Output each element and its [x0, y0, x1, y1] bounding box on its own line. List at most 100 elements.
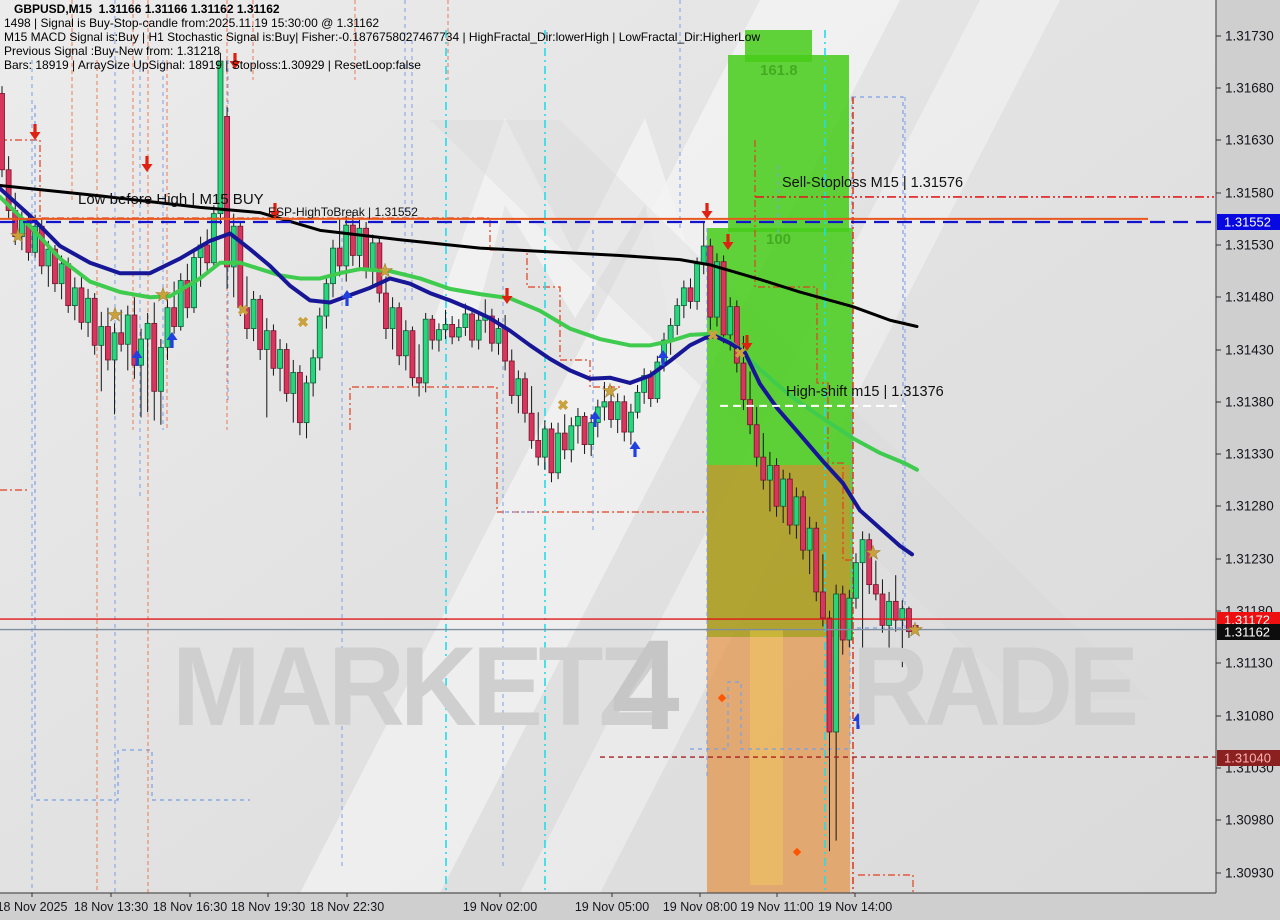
candle-body	[25, 219, 32, 253]
price-label: 1.31380	[1225, 395, 1274, 410]
price-axis[interactable]: 1.31730 1.31680 1.31630 1.31580 1.31530 1.314…	[1215, 0, 1280, 920]
price-label: 1.31580	[1225, 186, 1274, 201]
candle-body	[257, 298, 264, 350]
price-label: 1.31630	[1225, 133, 1274, 148]
candle-body	[296, 372, 303, 424]
candles-layer	[0, 52, 919, 852]
candle-body	[528, 412, 535, 441]
sell-arrow-icon	[269, 203, 281, 219]
breakout-marker-icon	[792, 847, 802, 857]
candle-body	[780, 478, 787, 507]
price-label: 1.30930	[1225, 866, 1274, 881]
candle-body	[654, 361, 661, 400]
sell-arrow-icon	[501, 288, 513, 304]
candle-body	[5, 169, 12, 211]
candle-body	[488, 315, 495, 344]
candle-body	[853, 562, 859, 599]
candle-body	[608, 401, 614, 420]
watermark-text-left: MARKETZ	[172, 624, 664, 749]
candle-body	[316, 315, 323, 359]
buy-arrow-icon	[852, 713, 864, 729]
candle-body	[720, 261, 727, 336]
price-label: 1.31730	[1225, 29, 1274, 44]
price-badge	[1217, 624, 1280, 640]
candle-body	[422, 318, 429, 384]
candle-body	[833, 593, 840, 733]
candle-body	[826, 617, 833, 733]
candle-body	[283, 349, 290, 394]
time-label: 19 Nov 11:00	[740, 900, 813, 914]
candle-body	[356, 227, 363, 256]
ma-black-line	[0, 183, 919, 329]
previous-signal-line: Previous Signal :Buy-New from: 1.31218	[4, 44, 221, 58]
time-axis-bg	[0, 893, 1216, 920]
buy-arrow-icon	[166, 332, 178, 348]
star-icon: ★	[906, 620, 923, 641]
sell-stoploss-label[interactable]: Sell-Stoploss M15 | 1.31576	[782, 175, 964, 191]
candle-body	[819, 591, 826, 619]
candle-body	[806, 527, 813, 551]
price-badge-label: 1.31040	[1224, 751, 1271, 766]
candle-body	[767, 465, 773, 481]
high-shift-label[interactable]: High-shift m15 | 1.31376	[786, 384, 944, 400]
price-label: 1.31330	[1225, 447, 1274, 462]
candle-body	[263, 330, 270, 350]
price-badge-label: 1.31552	[1224, 215, 1271, 230]
price-badge	[1217, 214, 1280, 230]
candle-body	[230, 225, 237, 268]
ma-green-line	[0, 194, 919, 472]
price-badge	[1217, 750, 1280, 766]
candle-body	[330, 247, 336, 285]
sell-arrow-icon	[141, 156, 153, 172]
low-before-high-label[interactable]: Low before High | M15 BUY	[78, 191, 264, 208]
horizontal-lines-layer	[0, 196, 1216, 758]
candle-body	[244, 307, 250, 330]
candle-body	[800, 496, 806, 551]
buy-arrow-icon	[629, 441, 641, 457]
candle-body	[303, 382, 310, 424]
star-icon: ★	[106, 305, 123, 326]
candle-body	[714, 261, 720, 318]
time-label: 18 Nov 13:30	[74, 900, 148, 914]
candle-body	[773, 465, 780, 507]
breakout-marker-icon	[717, 693, 727, 703]
time-label: 18 Nov 16:30	[153, 900, 227, 914]
time-label: 18 Nov 2025	[0, 900, 67, 914]
price-label: 1.31230	[1225, 552, 1274, 567]
buy-arrow-icon	[341, 290, 353, 306]
candle-body	[151, 322, 158, 392]
plot-background	[0, 0, 1216, 893]
candle-body	[91, 297, 98, 346]
chart-title-ohlc: GBPUSD,M15 1.31166 1.31166 1.31162 1.311…	[14, 2, 280, 16]
candle-body	[727, 306, 734, 336]
candle-body	[495, 328, 502, 344]
cross-marker-icon: ✖	[707, 327, 719, 343]
candle-body	[899, 608, 906, 621]
candle-body	[866, 539, 873, 586]
candle-body	[747, 399, 753, 426]
candle-body	[886, 600, 892, 626]
candle-body	[859, 539, 866, 564]
candle-body	[667, 325, 674, 341]
time-axis[interactable]: 18 Nov 2025 18 Nov 13:30 18 Nov 16:30 18 No…	[0, 892, 1216, 920]
candle-body	[85, 297, 91, 323]
cross-marker-icon: ✖	[237, 302, 249, 318]
candle-body	[515, 378, 522, 396]
candle-body	[522, 378, 528, 414]
candle-body	[892, 600, 899, 621]
price-label: 1.31530	[1225, 238, 1274, 253]
cross-marker-icon: ✖	[734, 345, 746, 361]
candle-body	[402, 330, 409, 357]
candle-body	[674, 305, 681, 326]
candle-body	[561, 432, 568, 451]
candle-body	[581, 415, 588, 445]
candle-body	[872, 584, 879, 595]
esp-high-to-break-label[interactable]: ESP-HighToBreak | 1.31552	[268, 205, 418, 219]
stepped-channel-line	[690, 681, 850, 750]
fib-zones-layer	[707, 30, 853, 893]
time-label: 19 Nov 08:00	[663, 900, 737, 914]
candle-body	[475, 319, 482, 341]
cross-marker-icon: ✖	[557, 397, 569, 413]
